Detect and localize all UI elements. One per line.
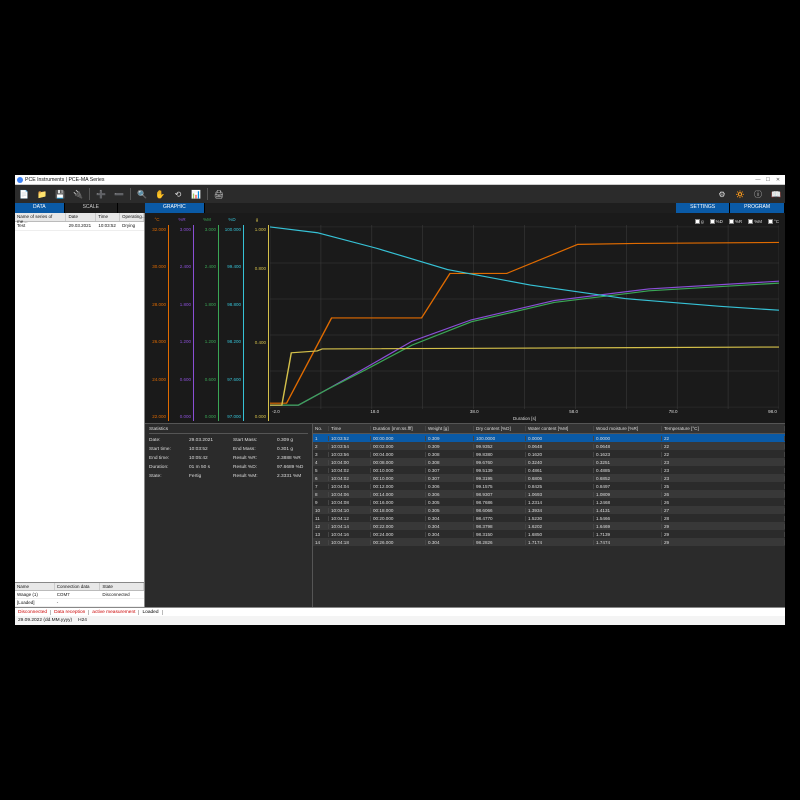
legend-g[interactable]: g bbox=[695, 219, 704, 224]
col-header-4[interactable]: Dry content [%D] bbox=[474, 426, 526, 431]
stats-row: Date:29.03.2021Start Mass:0.309 g bbox=[149, 436, 308, 445]
table-row[interactable]: 1110:04:1200:20.0000.30498.47701.52301.5… bbox=[313, 514, 785, 522]
close-button[interactable]: ✕ bbox=[773, 177, 783, 183]
status-active-measurement: active measurement bbox=[89, 610, 139, 615]
connection-header: NameConnection dataState bbox=[15, 583, 144, 591]
yaxis-g: g1.0000.8000.4000.000 bbox=[245, 217, 269, 421]
col-header-0[interactable]: No. bbox=[313, 426, 329, 431]
data-table: No.TimeDuration [mm:ss.fff]Weight [g]Dry… bbox=[313, 424, 785, 607]
main-toolbar: 📄 📁 💾 🔌 ➕ ➖ 🔍 ✋ ⟲ 📊 🖨 ⚙ 🔅 ⓘ 📖 bbox=[15, 185, 785, 203]
tab-settings[interactable]: SETTINGS bbox=[676, 203, 730, 213]
table-row[interactable]: 910:04:0800:16.0000.30598.76861.23141.24… bbox=[313, 498, 785, 506]
status-disconnected: Disconnected bbox=[15, 610, 51, 615]
table-row[interactable]: 110:03:5200:00.0000.309100.00000.00000.0… bbox=[313, 434, 785, 442]
toolbar-btn-1[interactable]: 📁 bbox=[35, 187, 49, 201]
status-bar-2: 29.09.2022 (dd.MM.yyyy) H24 bbox=[15, 616, 785, 625]
legend-%D[interactable]: %D bbox=[710, 219, 723, 224]
table-row[interactable]: 1010:04:1000:18.0000.30598.60661.39341.4… bbox=[313, 506, 785, 514]
lower-area: Statistics Date:29.03.2021Start Mass:0.3… bbox=[145, 423, 785, 607]
window-title: PCE Instruments | PCE-MA Series bbox=[25, 177, 104, 183]
main-area: Name of series of me…DateTimeOperating… … bbox=[15, 213, 785, 607]
table-row[interactable]: 410:04:0000:08.0000.30899.67600.32400.32… bbox=[313, 458, 785, 466]
series-row[interactable]: Test29.03.202110:03:52Drying bbox=[15, 222, 144, 231]
legend-°C[interactable]: °C bbox=[768, 219, 779, 224]
connection-panel: NameConnection dataState Waage (1)COM7Di… bbox=[15, 582, 144, 607]
toolbar-btn-9[interactable]: 📊 bbox=[189, 187, 203, 201]
table-row[interactable]: 310:03:5600:04.0000.30899.83800.16200.16… bbox=[313, 450, 785, 458]
status-data-reception: Data reception bbox=[51, 610, 89, 615]
stats-row: End time:10:05:42Result %R:2.3888 %R bbox=[149, 454, 308, 463]
statistics-panel: Statistics Date:29.03.2021Start Mass:0.3… bbox=[145, 424, 313, 607]
content-area: °C32.00030.00028.00026.00024.00022.000%R… bbox=[145, 213, 785, 607]
yaxis-%D: %D100.00099.40098.80098.20097.60097.000 bbox=[220, 217, 244, 421]
chart-area: °C32.00030.00028.00026.00024.00022.000%R… bbox=[145, 213, 785, 423]
table-header: No.TimeDuration [mm:ss.fff]Weight [g]Dry… bbox=[313, 424, 785, 434]
col-header-2[interactable]: Duration [mm:ss.fff] bbox=[371, 426, 426, 431]
status-extra: H24 bbox=[78, 618, 87, 623]
minimize-button[interactable]: — bbox=[753, 177, 763, 183]
table-row[interactable]: 710:04:0400:12.0000.30699.15750.84250.84… bbox=[313, 482, 785, 490]
maximize-button[interactable]: ☐ bbox=[763, 177, 773, 183]
stats-row: State:FertigResult %M:2.3331 %M bbox=[149, 472, 308, 481]
toolbar-btn-10[interactable]: 🖨 bbox=[212, 187, 226, 201]
toolbar-btn-0[interactable]: 📄 bbox=[17, 187, 31, 201]
tab-scale[interactable]: SCALE bbox=[65, 203, 118, 213]
yaxis-%M: %M3.0002.4001.8001.2000.6000.000 bbox=[195, 217, 219, 421]
table-row[interactable]: 1210:04:1400:22.0000.30498.37981.62021.6… bbox=[313, 522, 785, 530]
table-row[interactable]: 510:04:0200:10.0000.30799.51390.48610.48… bbox=[313, 466, 785, 474]
yaxis-°C: °C32.00030.00028.00026.00024.00022.000 bbox=[145, 217, 169, 421]
series-header: Name of series of me…DateTimeOperating… bbox=[15, 213, 144, 222]
yaxis-%R: %R3.0002.4001.8001.2000.6000.000 bbox=[170, 217, 194, 421]
col-header-3[interactable]: Weight [g] bbox=[426, 426, 474, 431]
connection-row[interactable]: Waage (1)COM7Disconnected bbox=[15, 591, 144, 599]
toolbar-btn-3[interactable]: 🔌 bbox=[71, 187, 85, 201]
status-loaded: Loaded bbox=[139, 610, 162, 615]
status-bar: DisconnectedData receptionactive measure… bbox=[15, 607, 785, 616]
tab-program[interactable]: PROGRAM bbox=[730, 203, 785, 213]
stats-row: Start time:10:03:52End Mass:0.301 g bbox=[149, 445, 308, 454]
toolbar-btn-4[interactable]: ➕ bbox=[94, 187, 108, 201]
tab-data[interactable]: DATA bbox=[15, 203, 65, 213]
toolbar-btn-2[interactable]: 💾 bbox=[53, 187, 67, 201]
app-icon bbox=[17, 177, 23, 183]
table-row[interactable]: 210:03:5400:02.0000.30999.93520.06480.06… bbox=[313, 442, 785, 450]
toolbar-right-btn-0[interactable]: ⚙ bbox=[715, 187, 729, 201]
stats-row: Duration:01 m 50 sResult %D:97.6689 %D bbox=[149, 463, 308, 472]
mode-tabs: DATASCALE GRAPHIC SETTINGSPROGRAM bbox=[15, 203, 785, 213]
toolbar-btn-6[interactable]: 🔍 bbox=[135, 187, 149, 201]
table-row[interactable]: 810:04:0600:14.0000.30698.93071.06931.08… bbox=[313, 490, 785, 498]
toolbar-btn-7[interactable]: ✋ bbox=[153, 187, 167, 201]
status-date: 29.09.2022 (dd.MM.yyyy) bbox=[18, 618, 72, 623]
col-header-6[interactable]: Wood moisture [%R] bbox=[594, 426, 662, 431]
chart-plot[interactable]: g%D%R%M°C-2.018.038.058.078.098.0Duratio… bbox=[270, 217, 779, 421]
sidebar: Name of series of me…DateTimeOperating… … bbox=[15, 213, 145, 607]
app-window: PCE Instruments | PCE-MA Series — ☐ ✕ 📄 📁… bbox=[15, 175, 785, 625]
tab-graphic[interactable]: GRAPHIC bbox=[145, 203, 205, 213]
table-row[interactable]: 1410:04:1800:26.0000.30498.28261.71741.7… bbox=[313, 538, 785, 546]
toolbar-right-btn-2[interactable]: ⓘ bbox=[751, 187, 765, 201]
col-header-7[interactable]: Temperature [°C] bbox=[662, 426, 785, 431]
table-row[interactable]: 610:04:0200:10.0000.30799.31950.68050.68… bbox=[313, 474, 785, 482]
connection-row[interactable]: [Loaded]- bbox=[15, 599, 144, 607]
toolbar-btn-8[interactable]: ⟲ bbox=[171, 187, 185, 201]
series-list bbox=[15, 231, 144, 582]
toolbar-right-btn-3[interactable]: 📖 bbox=[769, 187, 783, 201]
col-header-1[interactable]: Time bbox=[329, 426, 371, 431]
statistics-title: Statistics bbox=[149, 427, 308, 434]
legend-%R[interactable]: %R bbox=[729, 219, 742, 224]
legend-%M[interactable]: %M bbox=[748, 219, 762, 224]
titlebar: PCE Instruments | PCE-MA Series — ☐ ✕ bbox=[15, 175, 785, 185]
col-header-5[interactable]: Water content [%M] bbox=[526, 426, 594, 431]
toolbar-right-btn-1[interactable]: 🔅 bbox=[733, 187, 747, 201]
table-row[interactable]: 1310:04:1600:24.0000.30498.31501.68501.7… bbox=[313, 530, 785, 538]
toolbar-btn-5[interactable]: ➖ bbox=[112, 187, 126, 201]
